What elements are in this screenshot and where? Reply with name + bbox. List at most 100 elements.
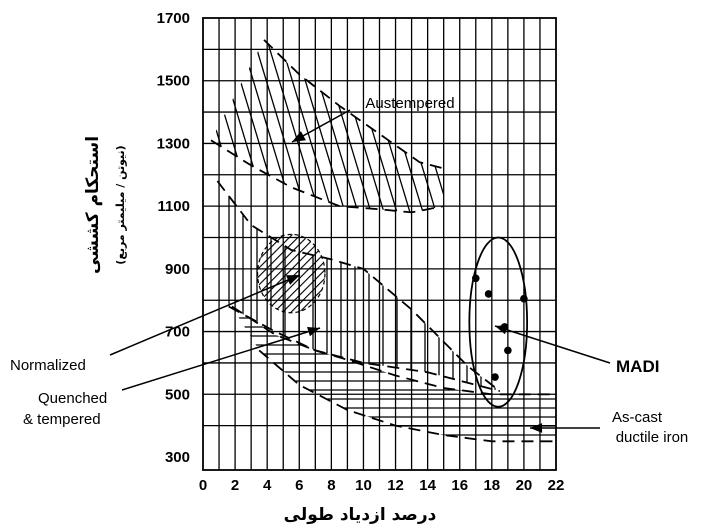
y-axis-label-group: استحکام کششی <box>83 136 103 274</box>
y-tick-label: 1700 <box>157 10 190 27</box>
hatch-line <box>580 0 713 531</box>
label-normalized: Normalized <box>10 357 86 374</box>
hatch-line <box>215 39 377 213</box>
madi-arrow-head <box>495 325 508 335</box>
grid-lines <box>203 18 556 470</box>
x-tick-label: 0 <box>199 477 207 494</box>
hatch-line <box>0 0 77 531</box>
hatch-line <box>0 0 25 531</box>
y-tick-label: 500 <box>165 386 190 403</box>
hatch-line <box>632 0 713 531</box>
madi-points <box>468 236 529 408</box>
hatch-line <box>541 0 701 531</box>
x-tick-label: 2 <box>231 477 239 494</box>
madi-enclosure <box>468 236 529 408</box>
hatch-line <box>397 39 444 213</box>
x-tick-label: 22 <box>548 477 565 494</box>
y-tick-label: 1500 <box>157 73 190 90</box>
tick-labels: 0 2 4 6 8 10 12 14 16 18 20 22 300 500 700 900 1100 1300 1… <box>157 10 565 494</box>
hatch-line <box>606 0 713 531</box>
x-tick-label: 10 <box>355 477 372 494</box>
region-boundaries <box>210 39 556 443</box>
as-cast-lower-bound <box>258 349 556 443</box>
y-tick-label: 900 <box>165 261 190 278</box>
label-austempered: Austempered <box>365 95 454 112</box>
hatch-line <box>319 39 444 213</box>
label-tempered: & tempered <box>23 411 101 428</box>
austempered-lower-bound <box>210 139 444 214</box>
x-tick-label: 8 <box>327 477 335 494</box>
y-axis-label: استحکام کششی <box>83 136 103 274</box>
label-quenched: Quenched <box>38 390 107 407</box>
label-as-cast: As-cast <box>612 409 663 426</box>
x-tick-label: 6 <box>295 477 303 494</box>
hatch-line <box>593 0 713 531</box>
madi-point <box>520 294 528 303</box>
hatch-line <box>619 0 713 531</box>
hatch-line <box>528 0 688 531</box>
madi-point <box>471 274 480 283</box>
hatch-line <box>658 0 713 531</box>
x-tick-label: 18 <box>483 477 500 494</box>
hatch-line <box>671 0 713 531</box>
hatch-line <box>0 0 64 531</box>
hatch-line <box>515 0 675 531</box>
normalized-region <box>256 233 326 314</box>
y-axis-unit-group: (نیوتن / میلیمتر مربع) <box>114 145 127 264</box>
hatch-line <box>0 0 90 531</box>
austempered-upper-bound <box>263 39 444 170</box>
hatch-line <box>410 39 444 213</box>
hatch-line <box>241 39 403 213</box>
hatch-line <box>267 39 429 213</box>
hatch-line <box>254 39 416 213</box>
austempered-arrow-head <box>292 131 306 142</box>
quenched-arrow <box>121 327 321 391</box>
hatch-group <box>231 308 556 436</box>
hatch-line <box>280 39 442 213</box>
hatch-line <box>345 39 444 213</box>
as-cast-arrow-head <box>530 423 543 433</box>
y-tick-label: 300 <box>165 449 190 466</box>
madi-point <box>491 373 499 381</box>
label-madi: MADI <box>616 357 659 376</box>
hatch-line <box>697 0 713 531</box>
x-axis-label: درصد ازدیاد طولی <box>284 505 437 525</box>
quenched-upper-bound <box>216 180 501 392</box>
hatch-line <box>211 39 273 213</box>
hatch-line <box>463 0 623 531</box>
quenched-arrow-head <box>307 327 320 337</box>
hatch-line <box>0 0 51 531</box>
madi-arrow <box>494 325 611 364</box>
hatch-line <box>228 39 390 213</box>
normalized-arrow <box>109 274 301 356</box>
x-tick-label: 4 <box>263 477 272 494</box>
hatch-line <box>489 0 649 531</box>
as-cast-upper-bound <box>231 305 556 396</box>
x-tick-label: 12 <box>387 477 404 494</box>
hatch-line <box>684 0 713 531</box>
hatch-line <box>645 0 713 531</box>
y-tick-label: 1100 <box>157 198 190 215</box>
x-tick-label: 16 <box>451 477 468 494</box>
hatch-line <box>0 0 12 531</box>
hatch-line <box>436 39 444 213</box>
hatch-line <box>384 39 444 213</box>
hatch-line <box>332 39 444 213</box>
annotation-leaders <box>109 109 611 433</box>
label-ductile-iron: ductile iron <box>616 429 689 446</box>
hatch-line <box>358 39 444 213</box>
hatch-line <box>0 0 38 531</box>
y-axis-unit: (نیوتن / میلیمتر مربع) <box>114 145 127 264</box>
madi-point <box>504 346 512 355</box>
hatch-line <box>554 0 713 531</box>
hatch-line <box>567 0 713 531</box>
x-tick-label: 20 <box>516 477 533 494</box>
x-tick-label: 14 <box>419 477 436 494</box>
plot-frame <box>202 17 557 471</box>
hatch-line <box>423 39 444 213</box>
y-tick-label: 700 <box>165 324 190 341</box>
hatch-line <box>0 0 155 531</box>
